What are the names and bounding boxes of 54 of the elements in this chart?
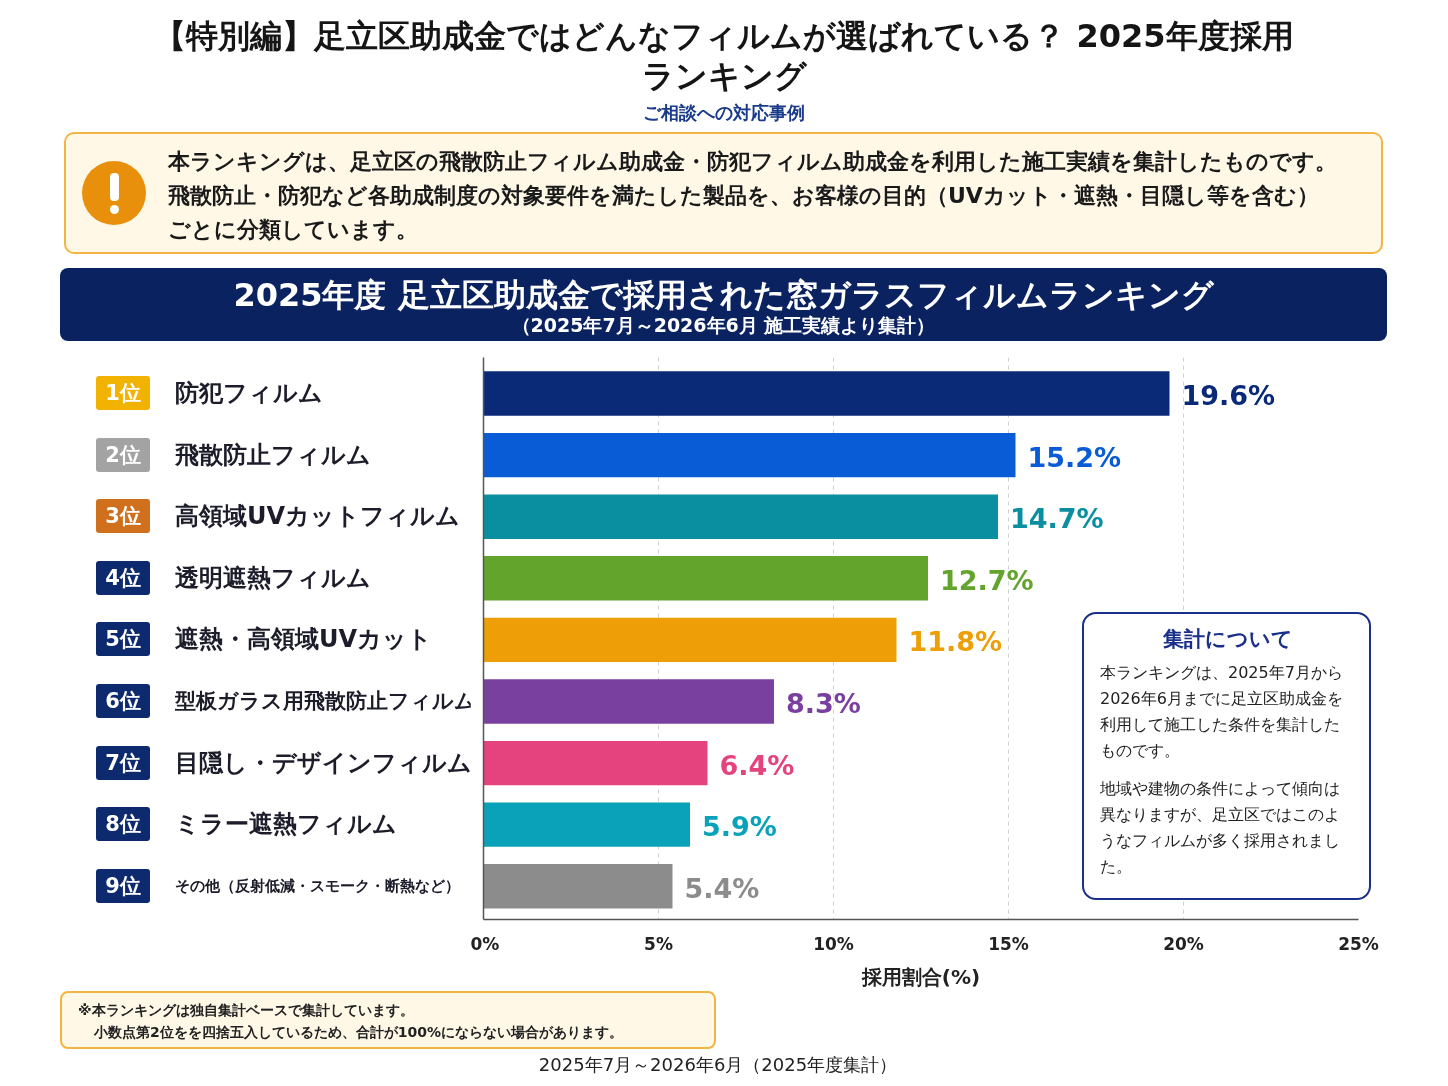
- text: 2025年7月～2026年6月（2025年度集計）: [537, 1053, 899, 1077]
- text: 本ランキングは、足立区の飛散防止フィルム助成金・防犯フィルム助成金を利用した施工実績を集計したものです。: [168, 148, 1338, 176]
- bar: [483, 679, 774, 724]
- annotation: 本ランキングは、2025年7月から2026年6月までに足立区助成金を利用して施工した条件を集計したものです。: [1100, 662, 1344, 762]
- y-tick-label: 高領域UVカットフィルム: [175, 501, 461, 533]
- data-label: 5.9%: [702, 811, 777, 843]
- bar: [483, 371, 1170, 416]
- text: 2025年度 足立区助成金で採用された窓ガラスフィルムランキング: [232, 275, 1215, 314]
- text: 8位: [96, 807, 150, 842]
- text: 3位: [96, 499, 150, 534]
- bar: [483, 802, 690, 847]
- text: 4位: [96, 560, 150, 595]
- x-tick-label: 10%: [813, 933, 854, 954]
- chart-subtitle: ご相談への対応事例: [642, 102, 806, 124]
- data-label: 5.4%: [684, 872, 760, 904]
- bar: [483, 432, 1016, 478]
- y-tick-label: 透明遮熱フィルム: [175, 562, 371, 594]
- data-label: 8.3%: [786, 687, 861, 719]
- y-tick-label: 目隠し・デザインフィルム: [175, 747, 472, 779]
- x-axis-title: 採用割合(%): [860, 964, 981, 989]
- data-label: 15.2%: [1027, 441, 1122, 473]
- data-label: 14.7%: [1010, 503, 1104, 535]
- x-tick-label: 15%: [988, 933, 1029, 954]
- y-tick-label: 防犯フィルム: [175, 378, 323, 409]
- text: 飛散防止・防犯など各助成制度の対象要件を満たした製品を、お客様の目的（UVカット・遮熱・目隠し等を含む）ごとに分類しています。: [168, 182, 1320, 244]
- text: 1位: [96, 376, 150, 410]
- y-tick-label: その他（反射低減・スモーク・断熱など）: [175, 875, 460, 897]
- bar: [483, 556, 928, 601]
- bar: [483, 617, 897, 663]
- x-tick-label: 25%: [1338, 933, 1379, 954]
- x-tick-label: 5%: [644, 933, 673, 954]
- annotation: 地域や建物の条件によって傾向は異なりますが、足立区ではこのようなフィルムが多く採用されました。: [1100, 778, 1341, 878]
- bar: [483, 740, 708, 786]
- text: 6位: [96, 684, 150, 718]
- text: 7位: [96, 745, 150, 780]
- data-label: 12.7%: [940, 564, 1034, 596]
- data-label: 11.8%: [908, 626, 1003, 658]
- bar: [483, 494, 998, 539]
- annotation: 集計について: [1161, 626, 1294, 653]
- text: 9位: [96, 868, 150, 903]
- x-tick-label: 0%: [470, 933, 500, 954]
- text: 小数点第2位をを四捨五入しているため、合計が100%にならない場合があります。: [93, 1023, 624, 1042]
- text: 5位: [96, 622, 150, 657]
- data-label: 19.6%: [1181, 380, 1276, 412]
- y-tick-label: 飛散防止フィルム: [175, 439, 371, 471]
- text: （2025年7月～2026年6月 施工実績より集計）: [510, 314, 937, 336]
- text: ※本ランキングは独自集計ベースで集計しています。: [78, 1001, 415, 1020]
- y-tick-label: ミラー遮熱フィルム: [175, 809, 397, 841]
- text: 2位: [96, 437, 150, 472]
- chart-title: 【特別編】足立区助成金ではどんなフィルムが選ばれている？ 2025年度採用ランキング: [153, 16, 1295, 96]
- x-tick-label: 20%: [1163, 933, 1204, 954]
- bar: [483, 864, 673, 909]
- y-tick-label: 遮熱・高領域UVカット: [175, 624, 433, 656]
- data-label: 6.4%: [719, 749, 795, 781]
